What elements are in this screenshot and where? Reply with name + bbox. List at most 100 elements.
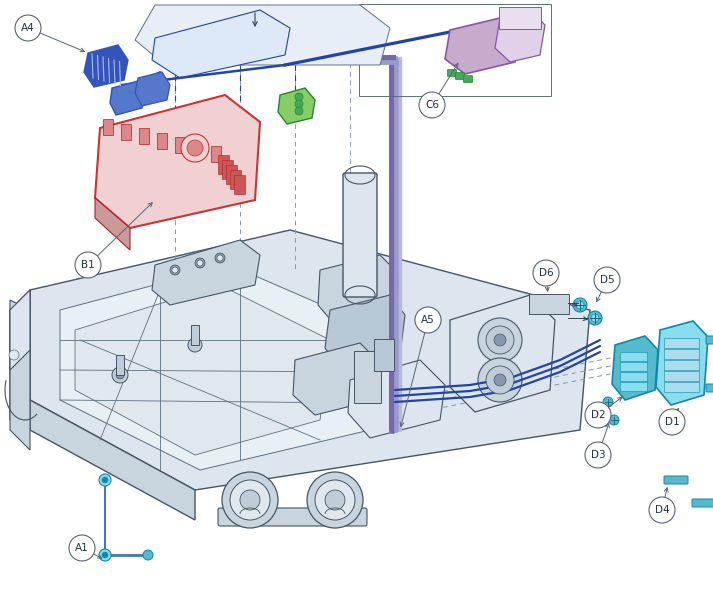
Polygon shape [318, 255, 400, 325]
Polygon shape [75, 285, 330, 455]
Circle shape [585, 402, 611, 428]
Circle shape [325, 490, 345, 510]
Polygon shape [10, 290, 30, 370]
Polygon shape [10, 300, 30, 450]
Text: D2: D2 [590, 410, 605, 420]
FancyBboxPatch shape [620, 371, 647, 381]
Circle shape [9, 350, 19, 360]
FancyBboxPatch shape [620, 352, 647, 361]
Circle shape [478, 318, 522, 362]
Text: D3: D3 [590, 450, 605, 460]
Circle shape [99, 474, 111, 486]
FancyBboxPatch shape [448, 69, 456, 77]
Circle shape [659, 409, 685, 435]
Circle shape [591, 314, 599, 322]
Circle shape [230, 480, 270, 520]
FancyBboxPatch shape [191, 325, 199, 345]
Circle shape [478, 358, 522, 402]
Circle shape [649, 497, 675, 523]
FancyBboxPatch shape [139, 128, 149, 144]
FancyBboxPatch shape [664, 349, 699, 359]
FancyBboxPatch shape [217, 154, 228, 173]
Circle shape [181, 134, 209, 162]
Polygon shape [10, 290, 30, 420]
Polygon shape [495, 10, 545, 62]
Circle shape [609, 415, 619, 425]
Circle shape [295, 93, 303, 101]
Polygon shape [152, 240, 260, 305]
Circle shape [102, 477, 108, 483]
Circle shape [494, 374, 506, 386]
FancyBboxPatch shape [620, 362, 647, 371]
Circle shape [585, 442, 611, 468]
Circle shape [295, 100, 303, 108]
Polygon shape [135, 72, 170, 106]
Circle shape [75, 252, 101, 278]
Polygon shape [110, 81, 145, 115]
Text: D5: D5 [600, 275, 615, 285]
FancyBboxPatch shape [157, 132, 167, 148]
FancyBboxPatch shape [664, 371, 699, 381]
FancyBboxPatch shape [499, 7, 541, 29]
Circle shape [573, 298, 587, 312]
Circle shape [415, 307, 441, 333]
Circle shape [215, 253, 225, 263]
Circle shape [315, 480, 355, 520]
Circle shape [217, 255, 223, 261]
Text: C6: C6 [425, 100, 439, 110]
FancyBboxPatch shape [620, 381, 647, 390]
FancyBboxPatch shape [664, 381, 699, 391]
Circle shape [419, 92, 445, 118]
Circle shape [295, 107, 303, 115]
FancyBboxPatch shape [354, 351, 381, 403]
Circle shape [195, 258, 205, 268]
FancyBboxPatch shape [225, 165, 237, 184]
Polygon shape [30, 400, 195, 520]
Circle shape [576, 301, 584, 309]
Circle shape [188, 338, 202, 352]
FancyBboxPatch shape [456, 72, 464, 80]
FancyBboxPatch shape [374, 339, 394, 371]
Circle shape [69, 535, 95, 561]
FancyBboxPatch shape [692, 499, 713, 507]
Circle shape [187, 140, 203, 156]
FancyBboxPatch shape [706, 336, 713, 344]
Polygon shape [95, 95, 260, 228]
FancyBboxPatch shape [233, 175, 245, 194]
Polygon shape [152, 10, 290, 78]
Circle shape [172, 267, 178, 273]
Polygon shape [450, 295, 555, 412]
FancyBboxPatch shape [664, 337, 699, 347]
Polygon shape [656, 321, 708, 405]
Circle shape [170, 265, 180, 275]
Text: B1: B1 [81, 260, 95, 270]
Text: D4: D4 [655, 505, 670, 515]
Circle shape [99, 549, 111, 561]
Circle shape [588, 311, 602, 325]
FancyBboxPatch shape [103, 119, 113, 135]
Circle shape [533, 260, 559, 286]
Circle shape [594, 267, 620, 293]
FancyBboxPatch shape [230, 169, 240, 188]
Polygon shape [84, 45, 128, 87]
Circle shape [197, 260, 203, 266]
Circle shape [603, 397, 613, 407]
Text: A1: A1 [75, 543, 89, 553]
Polygon shape [612, 336, 658, 400]
FancyBboxPatch shape [121, 124, 131, 140]
FancyBboxPatch shape [463, 75, 473, 83]
Circle shape [15, 15, 41, 41]
FancyBboxPatch shape [343, 173, 377, 297]
FancyBboxPatch shape [116, 355, 124, 375]
Polygon shape [348, 360, 445, 438]
Text: A5: A5 [421, 315, 435, 325]
Circle shape [102, 552, 108, 558]
Circle shape [240, 490, 260, 510]
FancyBboxPatch shape [175, 137, 185, 153]
Text: D1: D1 [665, 417, 679, 427]
Circle shape [486, 326, 514, 354]
Circle shape [486, 366, 514, 394]
Polygon shape [30, 230, 590, 490]
FancyBboxPatch shape [664, 476, 688, 484]
Polygon shape [325, 295, 405, 368]
